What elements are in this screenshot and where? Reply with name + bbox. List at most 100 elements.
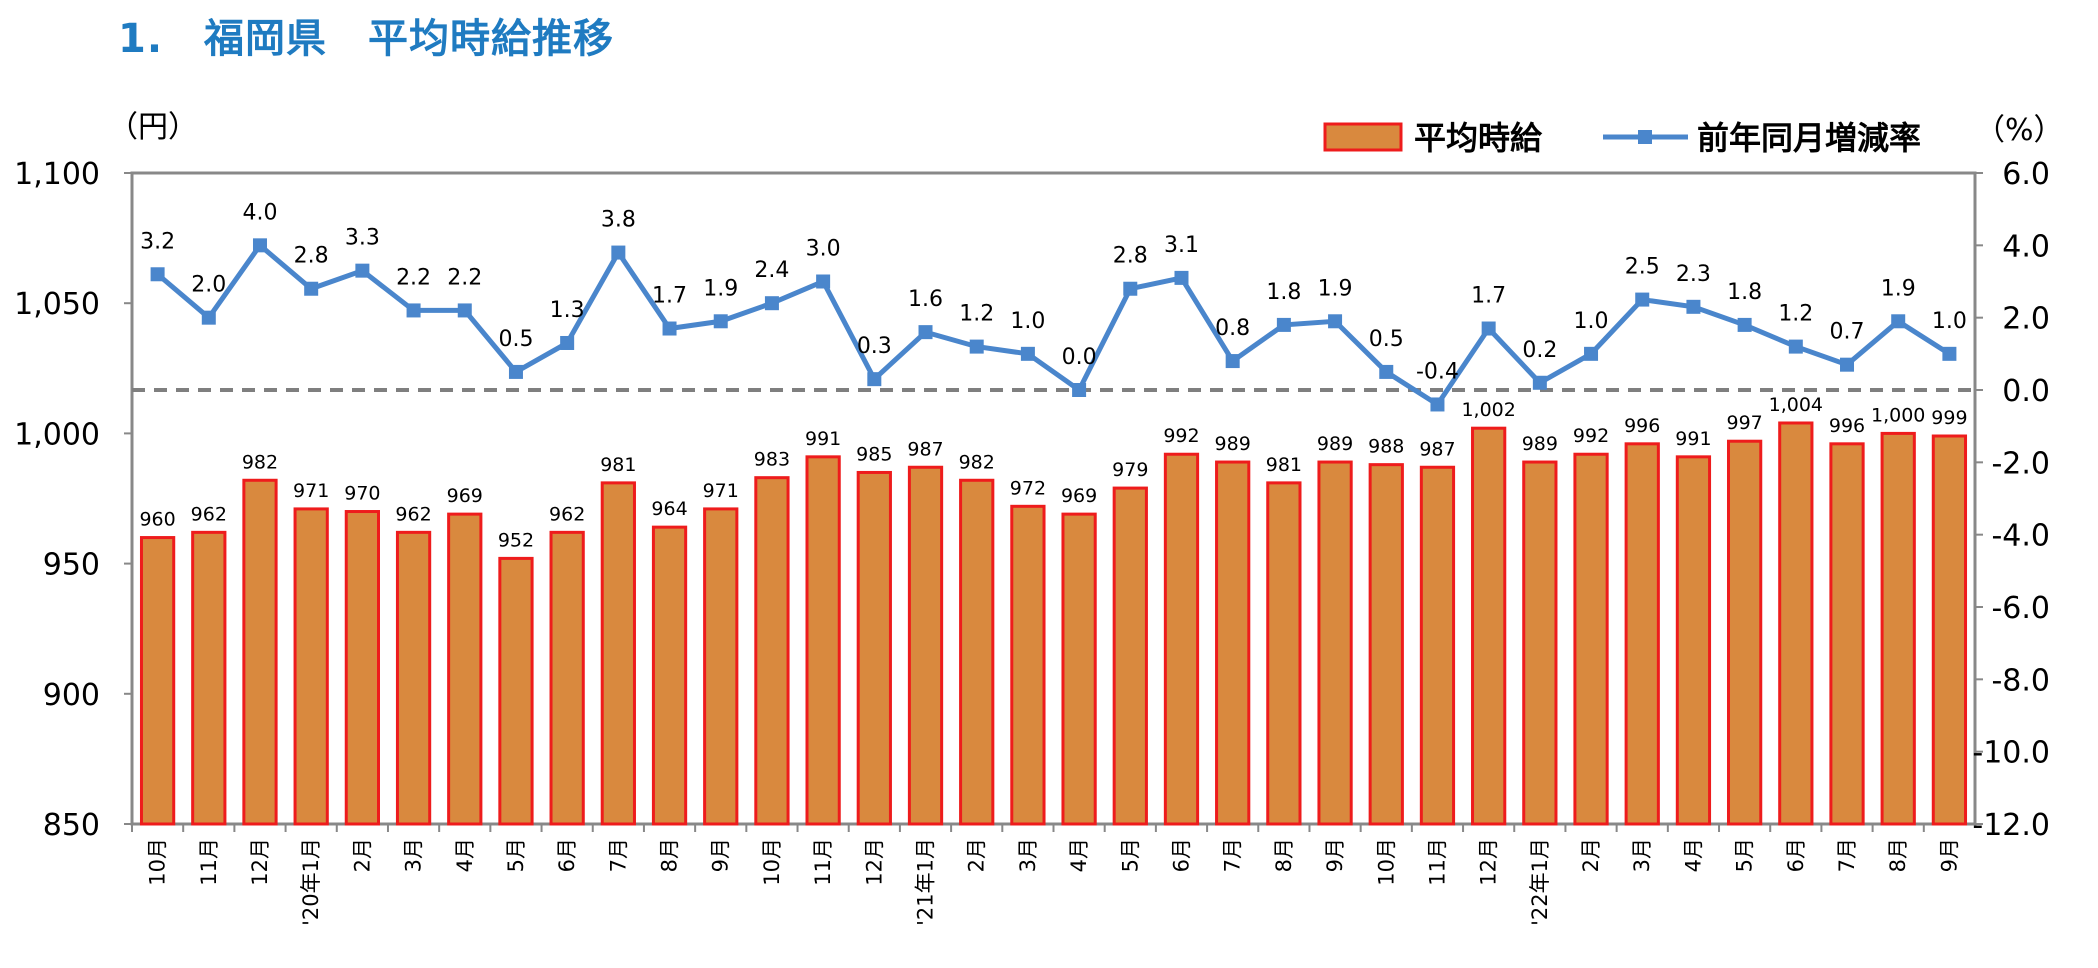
line-point (1532, 375, 1547, 390)
line-point (918, 325, 933, 340)
bar (1726, 439, 1763, 826)
x-tick-label: 7月 (1835, 838, 1859, 872)
line-point (713, 314, 728, 329)
bar (1368, 463, 1404, 826)
x-tick-label: 7月 (1221, 838, 1245, 872)
left-tick-label: 1,050 (14, 287, 100, 322)
bar (959, 478, 995, 826)
left-tick-label: 950 (43, 548, 100, 583)
line-value-label: 4.0 (242, 200, 277, 225)
bar-value-label: 962 (191, 503, 227, 525)
line-value-label: 1.6 (908, 287, 943, 312)
line-value-label: 0.3 (857, 334, 892, 359)
left-tick-label: 1,100 (14, 157, 100, 192)
x-tick-label: 11月 (197, 838, 221, 886)
x-tick-label: 3月 (1630, 838, 1654, 872)
line-value-label: 3.8 (601, 208, 636, 233)
bar-value-label: 992 (1163, 425, 1199, 447)
line-value-label: 0.8 (1215, 316, 1250, 341)
bar (1675, 455, 1712, 826)
line-point (150, 267, 165, 282)
line-value-label: 1.0 (1010, 309, 1045, 334)
line-point (611, 245, 626, 260)
x-tick-label: 5月 (504, 838, 528, 872)
left-axis-unit: （円） (108, 110, 198, 145)
line-point (560, 335, 575, 350)
bar (754, 476, 790, 826)
left-tick-label: 900 (43, 678, 100, 713)
x-tick-label: 4月 (1681, 838, 1705, 872)
line-point (1072, 383, 1087, 397)
growth-rate-line (155, 241, 1951, 408)
x-tick-label: 10月 (146, 838, 170, 886)
right-tick-label: -2.0 (1991, 446, 2050, 481)
right-tick-label: -8.0 (1991, 663, 2050, 698)
x-tick-label: 2月 (1579, 838, 1603, 872)
bar-value-label: 989 (1317, 433, 1353, 455)
bar (856, 470, 892, 826)
legend-bar-swatch (1323, 122, 1403, 152)
bar (549, 530, 585, 826)
right-tick-label: -10.0 (1972, 736, 2050, 771)
bar-value-label: 979 (1112, 459, 1148, 481)
x-tick-label: 9月 (709, 838, 733, 872)
bar-value-label: 989 (1522, 433, 1558, 455)
bar (1317, 460, 1353, 826)
line-point (1737, 317, 1752, 332)
line-value-label: 0.2 (1522, 338, 1557, 363)
x-tick-label: 9月 (1323, 838, 1347, 872)
right-tick-label: 2.0 (2002, 302, 2050, 337)
bar (344, 510, 381, 826)
line-point (1020, 346, 1035, 361)
right-tick-label: -6.0 (1991, 591, 2050, 626)
line-point (406, 303, 421, 318)
line-value-label: 3.2 (140, 229, 175, 254)
line-value-label: 2.8 (294, 244, 329, 269)
bar-value-label: 991 (805, 428, 841, 450)
line-value-label: 2.0 (191, 273, 226, 298)
x-tick-label: 12月 (248, 838, 272, 886)
x-tick-label: 8月 (658, 838, 682, 872)
bar-value-label: 960 (139, 509, 175, 531)
x-tick-label: 10月 (760, 838, 784, 886)
bar (1266, 481, 1302, 826)
right-tick-label: -12.0 (1972, 808, 2050, 843)
line-value-label: 1.2 (959, 302, 994, 327)
line-value-label: 1.0 (1574, 309, 1609, 334)
x-tick-label: 3月 (402, 838, 426, 872)
bar (1522, 460, 1558, 826)
bar-value-label: 982 (959, 451, 995, 473)
line-point (764, 296, 779, 311)
bar-value-label: 997 (1726, 412, 1762, 434)
left-tick-label: 850 (43, 808, 100, 843)
bar-value-label: 969 (447, 485, 483, 507)
line-point (1840, 357, 1855, 372)
bar-value-label: 1,000 (1871, 404, 1925, 426)
line-point (1635, 292, 1650, 307)
right-tick-label: 4.0 (2002, 229, 2050, 264)
bar-value-label: 962 (395, 503, 431, 525)
bar (242, 478, 278, 826)
line-point (1584, 346, 1599, 361)
x-tick-label: 6月 (1784, 838, 1808, 872)
bar (1931, 434, 1968, 826)
bar-value-label: 983 (754, 449, 790, 471)
line-value-label: 0.0 (1062, 345, 1097, 370)
x-tick-label: 4月 (1067, 838, 1091, 872)
line-point (1686, 299, 1701, 314)
bar-value-label: 996 (1624, 415, 1660, 437)
bar (1163, 452, 1200, 826)
bar (1829, 442, 1865, 826)
line-value-label: 2.4 (754, 258, 789, 283)
line-point (1891, 314, 1906, 329)
right-tick-label: 0.0 (2002, 374, 2050, 409)
bar (703, 507, 739, 826)
line-point (1328, 314, 1343, 329)
bar-value-label: 996 (1829, 415, 1865, 437)
bar-value-label: 988 (1368, 436, 1404, 458)
line-value-label: -0.4 (1416, 359, 1459, 384)
x-tick-label: 8月 (1272, 838, 1296, 872)
bar-value-label: 952 (498, 529, 534, 551)
line-point (508, 364, 523, 379)
line-point (304, 281, 319, 296)
